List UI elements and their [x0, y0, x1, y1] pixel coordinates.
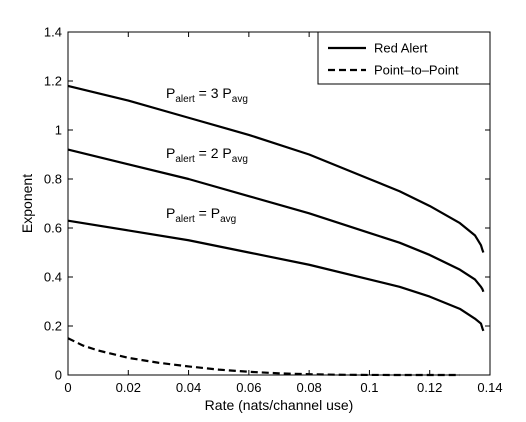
annotation-s2: avg [220, 214, 236, 225]
x-tick-label: 0.02 [116, 380, 141, 395]
annotation-mid: = 2 P [195, 145, 232, 161]
series-annotation-2: Palert = Pavg [166, 205, 236, 225]
y-tick-label: 1.2 [44, 74, 62, 89]
legend-label-0: Red Alert [374, 41, 428, 56]
x-tick-label: 0.08 [296, 380, 321, 395]
y-axis-label: Exponent [19, 174, 35, 233]
annotation-s1: alert [175, 154, 195, 165]
y-tick-label: 0.6 [44, 221, 62, 236]
y-tick-label: 0.8 [44, 172, 62, 187]
series-line-0 [67, 84, 485, 253]
x-tick-label: 0.1 [360, 380, 378, 395]
annotation-s2: avg [232, 94, 248, 105]
series-line-3 [67, 337, 460, 377]
series-annotation-1: Palert = 2 Pavg [166, 145, 248, 165]
legend-box [317, 31, 491, 85]
y-tick-label: 0.2 [44, 319, 62, 334]
annotation-s1: alert [175, 94, 195, 105]
annotation-mid: = 3 P [195, 85, 232, 101]
annotation-p1: P [166, 145, 175, 161]
series-line-1 [67, 148, 485, 293]
annotation-mid: = P [195, 205, 220, 221]
x-tick-label: 0.14 [477, 380, 502, 395]
x-axis-label: Rate (nats/channel use) [205, 397, 354, 413]
x-tick-label: 0.04 [176, 380, 201, 395]
y-tick-label: 1.4 [44, 25, 62, 40]
y-tick-label: 0.4 [44, 270, 62, 285]
plot-area: 0 0.02 0.04 0.06 0.08 0.1 0.12 0.14 0 0.2 0.4 0.6 0.… [44, 25, 503, 396]
axes-frame [67, 31, 491, 376]
y-tick-label: 0 [55, 368, 62, 383]
x-tick-label: 0 [64, 380, 71, 395]
series-annotation-0: Palert = 3 Pavg [166, 85, 248, 105]
annotation-p1: P [166, 85, 175, 101]
annotation-p1: P [166, 205, 175, 221]
x-tick-label: 0.06 [236, 380, 261, 395]
annotation-s2: avg [232, 154, 248, 165]
x-tick-label: 0.12 [417, 380, 442, 395]
annotation-s1: alert [175, 214, 195, 225]
y-tick-label: 1 [55, 123, 62, 138]
legend-label-1: Point–to–Point [374, 63, 459, 78]
series-line-2 [67, 219, 485, 332]
legend: Red Alert Point–to–Point [317, 31, 491, 85]
